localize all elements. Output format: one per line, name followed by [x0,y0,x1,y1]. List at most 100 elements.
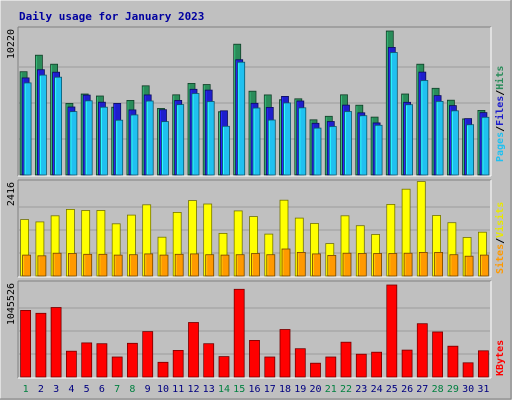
bar-pages-day-27 [420,80,429,176]
bar-sites-day-15 [235,254,245,277]
legend-entry: Pages [495,132,506,162]
bar-sites-day-13 [205,254,215,277]
bar-kbytes-day-19 [294,348,306,378]
bar-kbytes-day-15 [233,288,245,378]
bar-kbytes-day-23 [355,353,367,378]
bar-kbytes-day-17 [264,356,276,378]
x-tick-label: 15 [233,384,245,395]
bar-pages-day-15 [237,61,246,176]
x-tick-label: 8 [129,384,135,395]
bar-pages-day-8 [130,114,139,176]
bar-pages-day-3 [54,76,62,176]
y-tick-label: 10220 [6,29,17,59]
x-tick-label: 28 [432,384,444,395]
x-tick-label: 29 [447,384,459,395]
x-tick-label: 2 [38,384,44,395]
x-tick-label: 21 [325,384,337,395]
bar-pages-day-24 [374,124,383,176]
bar-kbytes-day-27 [416,323,428,378]
legend-entry: Sites [494,244,506,274]
bar-pages-day-10 [161,121,169,176]
bar-pages-day-19 [298,107,307,176]
bar-pages-day-29 [450,110,459,176]
bar-sites-day-7 [113,254,123,277]
bar-sites-day-20 [312,253,321,277]
bar-pages-day-2 [39,74,47,176]
bar-pages-day-20 [313,127,322,176]
bar-kbytes-day-29 [447,345,459,378]
x-tick-label: 14 [218,384,230,395]
bar-sites-day-27 [418,251,428,277]
bar-pages-day-21 [328,126,337,176]
bar-pages-day-30 [466,124,475,176]
legend-entry: KBytes [495,340,506,376]
bar-kbytes-day-10 [157,361,169,378]
bar-sites-day-8 [128,254,138,277]
panel-3: 1045526 [6,280,492,379]
bar-kbytes-day-20 [310,362,321,378]
x-tick-label: 27 [416,384,428,395]
x-tick-label: 9 [145,384,151,395]
legend-entry: / [495,238,506,244]
bar-pages-day-7 [115,119,124,176]
legend-entry: / [495,90,506,96]
bar-pages-day-31 [481,116,490,176]
x-tick-label: 20 [309,384,321,395]
bar-kbytes-day-16 [249,339,260,378]
bar-pages-day-28 [435,101,444,176]
bar-kbytes-day-7 [111,356,123,378]
x-tick-label: 6 [99,384,105,395]
bar-sites-day-11 [174,253,184,277]
bar-kbytes-day-28 [432,331,444,378]
bar-kbytes-day-9 [142,331,154,378]
bar-kbytes-day-8 [127,342,138,378]
bar-sites-day-12 [190,253,199,277]
bar-sites-day-9 [144,253,154,277]
bar-sites-day-22 [342,252,352,277]
bar-kbytes-day-3 [50,307,62,378]
bar-pages-day-22 [344,111,352,176]
x-tick-label: 25 [386,384,398,395]
bar-sites-day-18 [281,248,291,277]
bar-kbytes-day-6 [96,343,108,378]
x-tick-label: 16 [248,384,260,395]
bar-kbytes-day-11 [172,349,184,378]
bar-sites-day-30 [464,255,474,277]
bar-sites-day-17 [266,254,276,277]
x-tick-label: 24 [371,384,383,395]
series-kbytes [20,284,489,378]
bar-pages-day-16 [252,107,261,176]
series-sites [22,248,489,277]
bar-pages-day-12 [191,93,200,176]
x-tick-label: 1 [23,384,29,395]
bar-pages-day-18 [283,102,291,176]
y-tick-label: 2416 [6,182,17,206]
bar-kbytes-day-13 [203,343,215,378]
x-tick-label: 18 [279,384,291,395]
bar-pages-day-13 [206,101,215,176]
x-tick-label: 26 [401,384,413,395]
bar-sites-day-25 [388,253,398,277]
chart-panels: 10220 2416 1045526 [6,26,492,379]
x-tick-label: 5 [84,384,90,395]
bar-pages-day-1 [23,82,32,176]
x-tick-label: 31 [477,384,489,395]
bar-kbytes-day-14 [218,356,230,378]
bar-sites-day-19 [296,251,306,277]
bar-sites-day-1 [22,254,32,277]
chart-title: Daily usage for January 2023 [19,10,204,23]
panel-1: 10220 [6,26,492,177]
legend-entry: Files [494,96,506,126]
bar-sites-day-14 [220,254,230,277]
bar-sites-day-21 [327,254,337,277]
legend-entry: / [495,126,506,132]
bar-pages-day-11 [176,104,185,176]
bar-pages-day-5 [84,100,93,176]
bar-pages-day-14 [222,125,230,176]
bar-kbytes-day-18 [279,329,291,378]
series-pages [23,52,490,176]
y-tick-label: 1045526 [6,283,17,325]
x-tick-label: 11 [172,384,184,395]
x-tick-label: 13 [203,384,215,395]
